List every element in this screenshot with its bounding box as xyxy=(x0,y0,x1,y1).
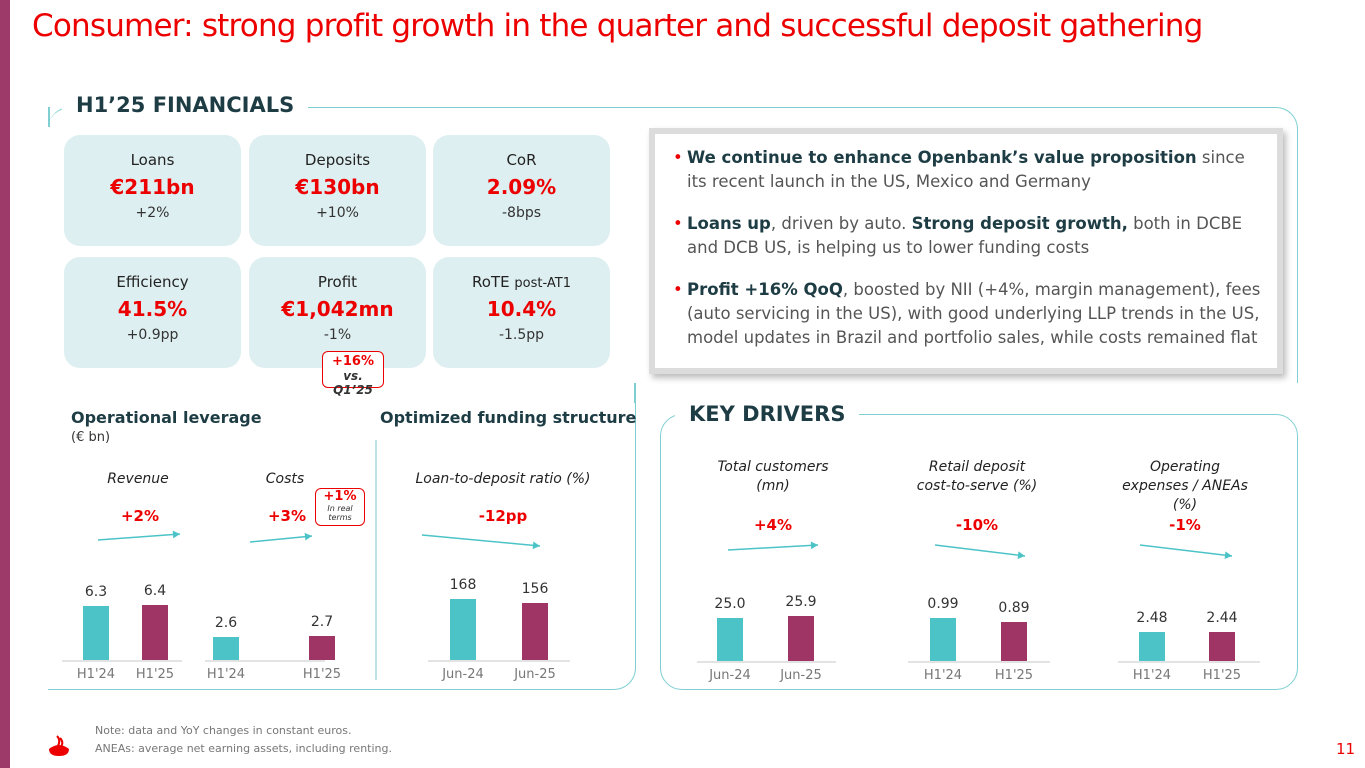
bar-value-label: 6.4 xyxy=(143,582,167,599)
x-tick-label: Jun-25 xyxy=(514,667,556,682)
bullet-profit: Profit +16% QoQ, boosted by NII (+4%, ma… xyxy=(673,278,1261,350)
kpi-card-profit: Profit €1,042mn -1% xyxy=(249,257,426,368)
bar-value-label: 156 xyxy=(521,581,549,598)
highlights-callout: We continue to enhance Openbank’s value … xyxy=(655,134,1277,368)
frame-line xyxy=(634,383,636,403)
page-title: Consumer: strong profit growth in the qu… xyxy=(32,8,1203,44)
costs-real-bubble: +1% In real terms xyxy=(315,488,365,526)
kpi-card-cor: CoR 2.09% -8bps xyxy=(433,135,610,246)
chart-bar xyxy=(1139,631,1165,661)
x-tick-label: H1'25 xyxy=(994,668,1034,683)
change-label: +3% xyxy=(267,507,307,525)
chart-bar xyxy=(522,603,548,660)
page-number: 11 xyxy=(1336,740,1356,758)
santander-logo xyxy=(47,735,71,757)
bar-value-label: 25.0 xyxy=(714,595,746,612)
chart-title: Costs xyxy=(265,471,305,487)
op-leverage-unit: (€ bn) xyxy=(71,430,111,445)
accent-bar xyxy=(0,0,10,768)
chart-axis xyxy=(908,661,1050,663)
chart-axis xyxy=(62,660,182,662)
x-tick-label: H1'25 xyxy=(1202,668,1242,683)
profit-qoq-bubble: +16% vs. Q1’25 xyxy=(322,351,384,397)
chart-axis xyxy=(1118,661,1260,663)
chart-title: Retail deposit cost-to-serve (%) xyxy=(916,459,1038,494)
x-tick-label: H1'24 xyxy=(206,667,246,682)
funding-heading: Optimized funding structure xyxy=(380,408,637,427)
kpi-card-loans: Loans €211bn +2% xyxy=(64,135,241,246)
key-drivers-heading: KEY DRIVERS xyxy=(675,402,860,426)
chart-bar xyxy=(1001,622,1027,661)
bar-value-label: 2.48 xyxy=(1136,609,1168,626)
x-tick-label: H1'25 xyxy=(302,667,342,682)
chart-axis xyxy=(205,660,325,662)
footnote: ANEAs: average net earning assets, inclu… xyxy=(95,742,392,755)
change-label: -10% xyxy=(955,516,999,534)
change-label: +4% xyxy=(753,516,793,534)
chart-axis xyxy=(697,661,836,663)
chart-bar xyxy=(450,598,476,660)
chart-bar xyxy=(788,615,814,661)
x-tick-label: H1'24 xyxy=(76,667,116,682)
kpi-card-efficiency: Efficiency 41.5% +0.9pp xyxy=(64,257,241,368)
chart-bar xyxy=(213,636,239,660)
x-tick-label: H1'25 xyxy=(135,667,175,682)
chart-bar xyxy=(83,605,109,660)
change-label: -1% xyxy=(1169,516,1201,534)
bar-value-label: 2.7 xyxy=(310,613,334,630)
chart-title: Loan-to-deposit ratio (%) xyxy=(415,471,591,487)
bar-value-label: 6.3 xyxy=(84,583,108,600)
key-drivers-frame xyxy=(660,414,1298,690)
bar-value-label: 168 xyxy=(449,576,477,593)
bar-value-label: 25.9 xyxy=(785,593,817,610)
bar-value-label: 0.99 xyxy=(927,595,959,612)
op-leverage-heading: Operational leverage xyxy=(71,408,262,427)
footnote: Note: data and YoY changes in constant e… xyxy=(95,724,352,737)
x-tick-label: H1'24 xyxy=(923,668,963,683)
financials-heading: H1’25 FINANCIALS xyxy=(62,93,309,117)
chart-title: Total customers (mn) xyxy=(717,459,829,494)
leverage-frame xyxy=(48,384,636,690)
bullet-loans: Loans up, driven by auto. Strong deposit… xyxy=(673,212,1261,260)
x-tick-label: Jun-24 xyxy=(709,668,751,683)
chart-bar xyxy=(309,635,335,660)
change-label: -12pp xyxy=(478,507,528,525)
divider xyxy=(375,440,377,680)
bar-value-label: 2.44 xyxy=(1206,610,1238,627)
frame-line xyxy=(48,107,50,127)
chart-bar xyxy=(1209,632,1235,661)
bar-value-label: 2.6 xyxy=(214,614,238,631)
chart-axis xyxy=(428,660,570,662)
x-tick-label: Jun-25 xyxy=(780,668,822,683)
chart-bar xyxy=(142,604,168,660)
x-tick-label: Jun-24 xyxy=(442,667,484,682)
financials-frame xyxy=(48,107,1298,383)
change-label: +2% xyxy=(120,507,160,525)
chart-bar xyxy=(930,617,956,661)
bar-value-label: 0.89 xyxy=(998,600,1030,617)
chart-title: Operating expenses / ANEAs (%) xyxy=(1122,459,1248,513)
bullet-openbank: We continue to enhance Openbank’s value … xyxy=(673,146,1261,194)
kpi-card-rote: RoTE post-AT1 10.4% -1.5pp xyxy=(433,257,610,368)
chart-title: Revenue xyxy=(107,471,169,487)
kpi-card-deposits: Deposits €130bn +10% xyxy=(249,135,426,246)
chart-bar xyxy=(717,617,743,661)
x-tick-label: H1'24 xyxy=(1132,668,1172,683)
